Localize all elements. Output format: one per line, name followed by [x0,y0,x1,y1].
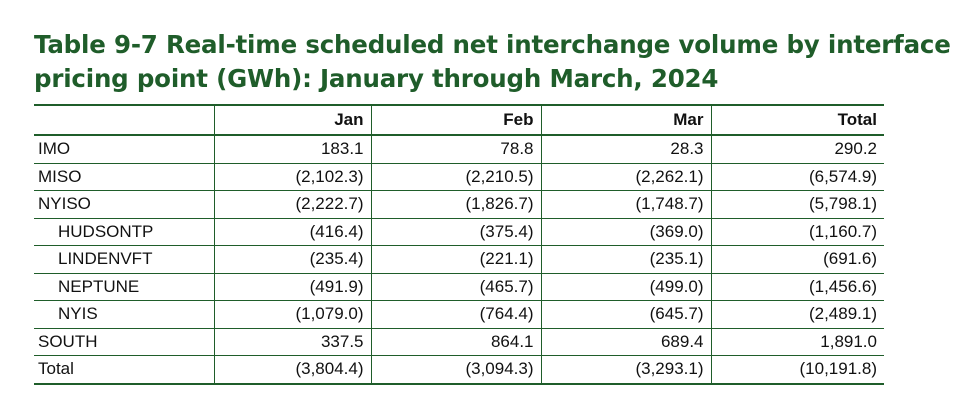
cell-mar: 28.3 [540,135,711,164]
cell-jan: (2,222.7) [213,190,371,219]
table-row: MISO (2,102.3) (2,210.5) (2,262.1) (6,57… [34,163,884,191]
column-header-jan: Jan [213,105,371,135]
cell-mar: (499.0) [540,273,711,301]
table-row: NYIS (1,079.0) (764.4) (645.7) (2,489.1) [34,300,884,329]
cell-mar: 689.4 [540,328,711,356]
row-label: MISO [34,163,214,191]
cell-jan: (491.9) [213,273,371,301]
row-label: NYISO [34,190,214,219]
cell-total: (1,456.6) [710,273,884,301]
cell-mar: (645.7) [540,300,711,329]
table-row: NEPTUNE (491.9) (465.7) (499.0) (1,456.6… [34,273,884,301]
table-header-row: Jan Feb Mar Total [34,105,884,135]
cell-total: (10,191.8) [710,355,884,385]
cell-total: 290.2 [710,135,884,164]
cell-mar: (1,748.7) [540,190,711,219]
cell-feb: (3,094.3) [370,355,541,385]
table-title: Table 9-7 Real-time scheduled net interc… [34,30,951,93]
table-row-total: Total (3,804.4) (3,094.3) (3,293.1) (10,… [34,355,884,385]
row-label: NEPTUNE [34,273,214,301]
cell-mar: (3,293.1) [540,355,711,385]
cell-feb: (221.1) [370,245,541,274]
column-header-feb: Feb [370,105,541,135]
row-label: HUDSONTP [34,218,214,246]
table-row: IMO 183.1 78.8 28.3 290.2 [34,135,884,164]
cell-jan: 337.5 [213,328,371,356]
cell-mar: (2,262.1) [540,163,711,191]
cell-feb: 864.1 [370,328,541,356]
cell-jan: 183.1 [213,135,371,164]
cell-jan: (3,804.4) [213,355,371,385]
cell-total: (1,160.7) [710,218,884,246]
cell-total: (6,574.9) [710,163,884,191]
cell-jan: (2,102.3) [213,163,371,191]
cell-mar: (369.0) [540,218,711,246]
cell-jan: (235.4) [213,245,371,274]
cell-total: (2,489.1) [710,300,884,329]
cell-total: (5,798.1) [710,190,884,219]
cell-total: 1,891.0 [710,328,884,356]
column-header-total: Total [710,105,884,135]
cell-feb: 78.8 [370,135,541,164]
table-row: LINDENVFT (235.4) (221.1) (235.1) (691.6… [34,245,884,274]
cell-feb: (465.7) [370,273,541,301]
row-label: SOUTH [34,328,214,356]
table-row: SOUTH 337.5 864.1 689.4 1,891.0 [34,328,884,356]
cell-feb: (375.4) [370,218,541,246]
cell-total: (691.6) [710,245,884,274]
cell-feb: (2,210.5) [370,163,541,191]
row-label: LINDENVFT [34,245,214,274]
table-row: HUDSONTP (416.4) (375.4) (369.0) (1,160.… [34,218,884,246]
cell-mar: (235.1) [540,245,711,274]
cell-feb: (764.4) [370,300,541,329]
column-header-mar: Mar [540,105,711,135]
table-row: NYISO (2,222.7) (1,826.7) (1,748.7) (5,7… [34,190,884,219]
row-label: IMO [34,135,214,164]
row-label: Total [34,355,214,385]
column-header-label [34,105,214,135]
interchange-volume-table: Jan Feb Mar Total IMO 183.1 78.8 28.3 29… [34,104,884,385]
cell-jan: (416.4) [213,218,371,246]
cell-feb: (1,826.7) [370,190,541,219]
cell-jan: (1,079.0) [213,300,371,329]
row-label: NYIS [34,300,214,329]
